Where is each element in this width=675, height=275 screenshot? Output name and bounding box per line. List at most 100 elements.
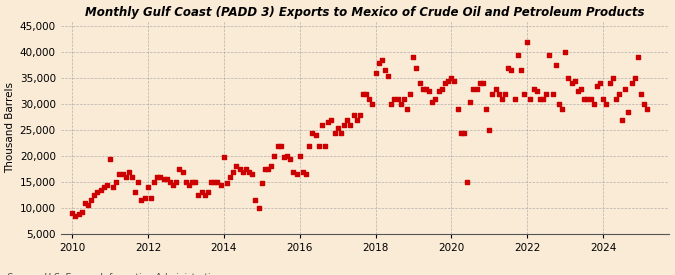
- Point: [259, 167, 270, 171]
- Point: [278, 155, 289, 159]
- Point: [427, 99, 438, 104]
- Point: [339, 123, 350, 127]
- Point: [411, 66, 422, 70]
- Point: [228, 169, 239, 174]
- Point: [379, 68, 390, 73]
- Point: [462, 180, 472, 184]
- Point: [620, 86, 630, 91]
- Point: [550, 63, 561, 67]
- Point: [76, 210, 87, 214]
- Y-axis label: Thousand Barrels: Thousand Barrels: [5, 82, 16, 173]
- Point: [585, 97, 596, 101]
- Point: [171, 180, 182, 184]
- Point: [300, 172, 311, 177]
- Point: [607, 76, 618, 80]
- Point: [294, 154, 305, 158]
- Point: [335, 131, 346, 135]
- Point: [244, 169, 254, 174]
- Point: [140, 195, 151, 200]
- Point: [370, 71, 381, 75]
- Point: [458, 131, 469, 135]
- Point: [582, 97, 593, 101]
- Point: [275, 144, 286, 148]
- Point: [114, 172, 125, 177]
- Point: [219, 155, 230, 159]
- Point: [569, 79, 580, 83]
- Point: [272, 144, 283, 148]
- Point: [402, 107, 412, 112]
- Point: [629, 76, 640, 80]
- Point: [136, 198, 147, 202]
- Point: [202, 190, 213, 195]
- Point: [424, 89, 435, 94]
- Point: [389, 97, 400, 101]
- Point: [364, 97, 375, 101]
- Point: [348, 112, 359, 117]
- Point: [190, 180, 200, 184]
- Point: [383, 73, 394, 78]
- Point: [67, 211, 78, 215]
- Point: [452, 107, 463, 112]
- Point: [588, 102, 599, 106]
- Point: [174, 167, 185, 171]
- Point: [503, 66, 514, 70]
- Point: [367, 102, 378, 106]
- Point: [253, 206, 264, 210]
- Point: [124, 169, 134, 174]
- Point: [544, 53, 555, 57]
- Point: [471, 86, 482, 91]
- Point: [297, 169, 308, 174]
- Point: [519, 92, 530, 96]
- Point: [531, 89, 542, 94]
- Point: [342, 117, 352, 122]
- Point: [281, 154, 292, 158]
- Point: [493, 92, 504, 96]
- Point: [199, 193, 210, 197]
- Point: [510, 97, 520, 101]
- Point: [206, 180, 217, 184]
- Point: [430, 97, 441, 101]
- Point: [165, 180, 176, 184]
- Point: [496, 97, 507, 101]
- Point: [212, 180, 223, 184]
- Point: [92, 190, 103, 195]
- Point: [522, 40, 533, 44]
- Point: [329, 131, 340, 135]
- Point: [107, 185, 118, 189]
- Point: [98, 185, 109, 189]
- Point: [238, 169, 248, 174]
- Point: [541, 92, 551, 96]
- Point: [477, 81, 488, 86]
- Point: [285, 156, 296, 161]
- Point: [418, 86, 429, 91]
- Point: [456, 131, 466, 135]
- Point: [601, 102, 612, 106]
- Point: [82, 203, 93, 208]
- Point: [591, 84, 602, 88]
- Point: [632, 55, 643, 60]
- Point: [155, 175, 166, 179]
- Point: [560, 50, 570, 54]
- Point: [86, 198, 97, 202]
- Point: [578, 97, 589, 101]
- Point: [130, 190, 141, 195]
- Point: [538, 97, 549, 101]
- Point: [332, 125, 343, 130]
- Point: [468, 86, 479, 91]
- Point: [421, 86, 431, 91]
- Point: [323, 120, 333, 125]
- Point: [320, 144, 331, 148]
- Point: [377, 58, 387, 62]
- Point: [443, 79, 454, 83]
- Point: [234, 167, 245, 171]
- Point: [414, 81, 425, 86]
- Point: [516, 68, 526, 73]
- Point: [142, 185, 153, 189]
- Point: [386, 102, 397, 106]
- Point: [266, 164, 277, 169]
- Point: [247, 172, 258, 177]
- Point: [525, 97, 536, 101]
- Point: [475, 81, 485, 86]
- Point: [554, 102, 564, 106]
- Point: [221, 181, 232, 185]
